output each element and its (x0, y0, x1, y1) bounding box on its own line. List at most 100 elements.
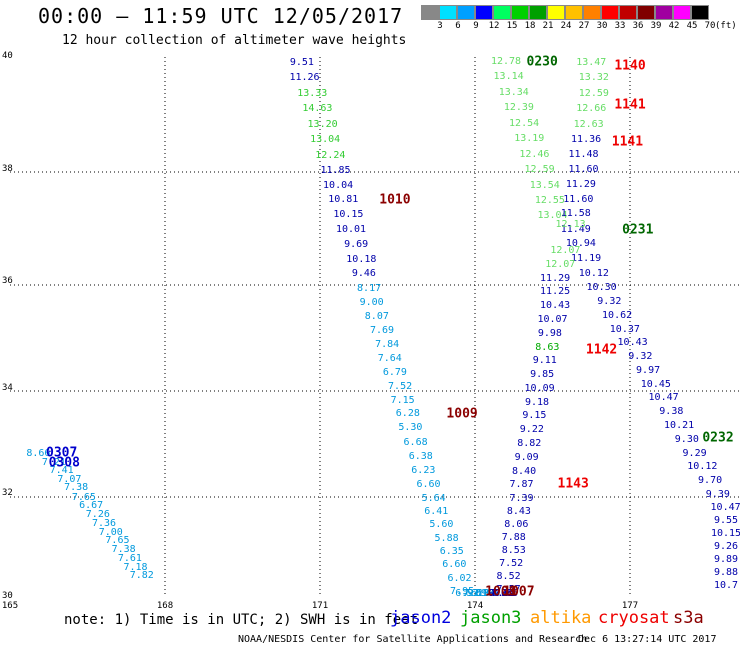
wave-height-value: 10.94 (565, 238, 596, 250)
wave-height-value: 12.46 (519, 148, 550, 160)
wave-height-value: 9.32 (597, 295, 622, 307)
colorbar-label: 45 (686, 21, 698, 31)
colorbar-label: 39 (650, 21, 662, 31)
wave-height-value: 11.85 (320, 164, 351, 176)
wave-height-value: 12.39 (503, 102, 534, 114)
wave-height-value: 5.30 (398, 422, 423, 434)
wave-height-value: 7.15 (390, 394, 415, 406)
wave-height-value: 9.97 (636, 364, 661, 376)
wave-height-value: 12.59 (524, 164, 555, 176)
wave-height-value: 7.95 (450, 586, 475, 597)
wave-height-value: 8.07 (364, 310, 389, 322)
wave-height-value: 6.90 (470, 588, 495, 599)
wave-height-value: 8.40 (512, 465, 537, 477)
page-subtitle: 12 hour collection of altimeter wave hei… (62, 33, 407, 48)
wave-height-value: 8.06 (504, 519, 529, 530)
wave-height-value: 6.23 (411, 465, 436, 477)
wave-height-value: 9.32 (628, 351, 653, 363)
wave-height-value: 13.47 (576, 56, 607, 68)
wave-height-value: 5.88 (434, 532, 459, 544)
wave-height-value: 7.52 (388, 380, 413, 392)
wave-height-value: 6.68 (403, 436, 428, 448)
wave-height-value: 11.60 (563, 193, 594, 205)
legend-entry-jason2: jason2 (390, 608, 452, 628)
wave-height-value: 8.63 (535, 341, 560, 353)
colorbar-swatch (547, 5, 565, 20)
wave-height-value: 9.15 (522, 410, 547, 422)
wave-height-value: 13.04 (537, 210, 568, 222)
wave-height-value: 6.60 (416, 479, 441, 491)
wave-height-value: 6.92 (455, 588, 480, 599)
footer-credit: NOAA/NESDIS Center for Satellite Applica… (238, 634, 588, 645)
pass-time-label: 0230 (526, 54, 558, 70)
wave-height-value: 9.88 (713, 567, 739, 578)
latitude-tick-label: 30 (2, 591, 13, 601)
wave-height-value: 13.33 (297, 87, 328, 99)
wave-height-value: 7.65 (71, 491, 96, 503)
colorbar-swatch (691, 5, 709, 20)
colorbar-label: 27 (578, 21, 590, 31)
colorbar-label: 70 (704, 21, 716, 31)
wave-height-value: 11.29 (565, 178, 596, 190)
wave-height-value: 7.64 (377, 353, 402, 365)
wave-height-value: 7.00 (98, 526, 123, 538)
colorbar-label: 33 (614, 21, 626, 31)
wave-height-value: 13.32 (578, 72, 609, 84)
wave-height-value: 12.66 (576, 103, 607, 115)
wave-height-value: 13.04 (310, 134, 341, 146)
colorbar-unit: (ft) (715, 21, 737, 31)
colorbar-swatch (475, 5, 493, 20)
wave-height-value: 11.49 (560, 223, 591, 235)
pass-time-label: 0308 (48, 455, 80, 471)
latitude-tick-label: 32 (2, 488, 13, 498)
wave-height-value: 7.38 (64, 481, 89, 493)
wave-height-value: 8.37 (491, 588, 516, 599)
legend-entry-cryosat: cryosat (598, 608, 670, 628)
colorbar-swatch (511, 5, 529, 20)
wave-height-value: 10.18 (346, 253, 377, 265)
wave-height-value: 9.85 (530, 369, 555, 381)
colorbar-label: 15 (506, 21, 518, 31)
pass-time-label: 0231 (622, 222, 654, 238)
wave-height-value: 10.07 (537, 313, 568, 325)
colorbar-label: 30 (596, 21, 608, 31)
wave-height-value: 10.47 (648, 392, 679, 404)
wave-height-value: 11.36 (571, 133, 602, 145)
wave-height-value: 10.04 (323, 179, 354, 191)
wave-height-value: 6.41 (424, 506, 449, 517)
colorbar-label: 36 (632, 21, 644, 31)
colorbar-label: 12 (488, 21, 500, 31)
wave-height-value: 7.65 (105, 535, 130, 546)
wave-height-value: 8.43 (506, 506, 531, 517)
wave-height-value: 7.86 (493, 588, 519, 599)
wave-height-value: 9.46 (351, 268, 376, 280)
wave-height-value: 9.55 (713, 515, 739, 526)
wave-height-value: 6.38 (408, 450, 433, 462)
wave-height-value: 7.52 (499, 558, 524, 569)
note-text: note: 1) Time is in UTC; 2) SWH is in fe… (64, 612, 419, 628)
wave-height-value: 7.38 (111, 544, 136, 555)
wave-height-value: 9.11 (532, 355, 557, 367)
wave-height-value: 13.34 (498, 86, 529, 98)
wave-height-value: 7.41 (49, 465, 74, 477)
wave-height-value: 7.09 (462, 588, 488, 599)
colorbar-swatch (457, 5, 475, 20)
pass-time-label: 1007 (503, 584, 535, 600)
wave-height-value: 5.60 (429, 519, 454, 530)
colorbar-swatch (439, 5, 457, 20)
wave-height-value: 10.81 (328, 194, 359, 206)
wave-height-value: 12.55 (534, 194, 565, 206)
longitude-tick-label: 165 (1, 601, 19, 611)
wave-height-value: 14.63 (302, 103, 333, 115)
wave-height-value: 10.15 (333, 208, 364, 220)
pass-time-label: 1140 (614, 58, 646, 74)
wave-height-value: 6.78 (475, 588, 500, 599)
colorbar-swatch (601, 5, 619, 20)
wave-height-value: 9.69 (344, 238, 369, 250)
latitude-tick-label: 40 (2, 51, 13, 61)
wave-height-value: 10.01 (335, 224, 367, 236)
wave-height-value: 7.61 (117, 552, 142, 564)
wave-height-value: 9.26 (713, 541, 739, 552)
